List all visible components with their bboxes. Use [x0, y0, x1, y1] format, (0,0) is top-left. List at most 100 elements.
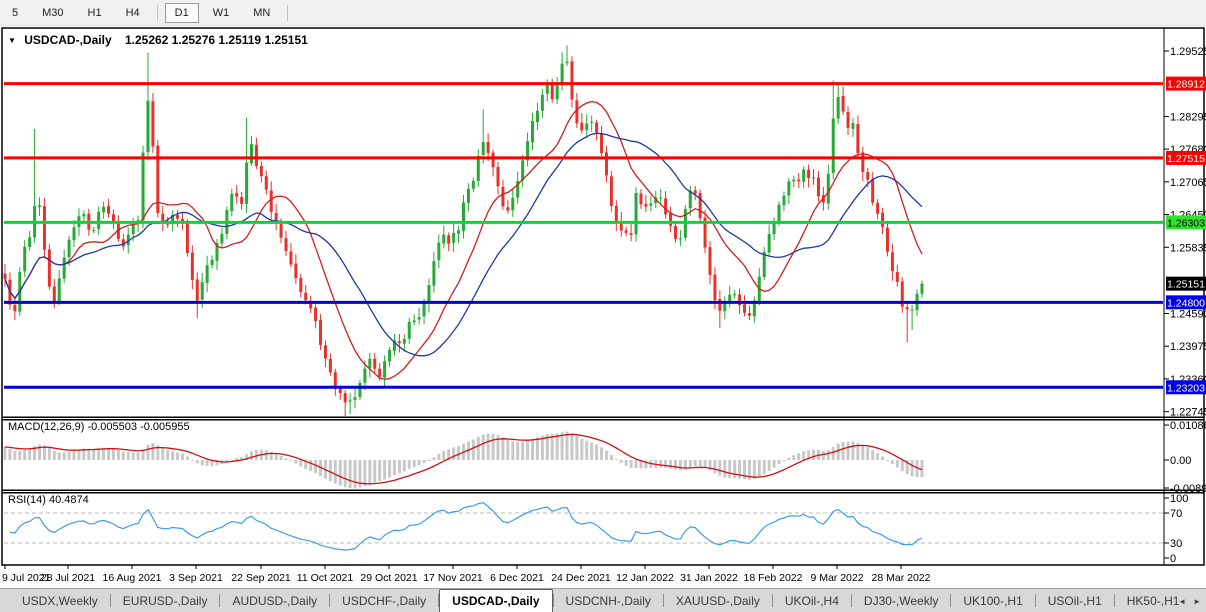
macd-histogram-bar	[28, 448, 32, 460]
macd-histogram-bar	[412, 460, 416, 468]
candle-down	[619, 221, 623, 231]
candle-up	[437, 242, 441, 261]
macd-histogram-bar	[151, 442, 155, 460]
tab-eurusd-daily[interactable]: EURUSD-,Daily	[122, 594, 208, 608]
candle-down	[274, 213, 278, 224]
macd-histogram-bar	[284, 458, 288, 460]
candle-down	[900, 281, 904, 307]
candle-up	[777, 204, 781, 222]
price-flag-label: 1.23203	[1167, 382, 1205, 394]
candle-down	[240, 197, 244, 204]
rsi-indicator-label: RSI(14) 40.4874	[8, 494, 89, 506]
candle-down	[304, 292, 308, 301]
macd-histogram-bar	[171, 451, 175, 460]
candle-down	[609, 176, 613, 206]
tab-dj30-weekly[interactable]: DJ30-,Weekly	[863, 594, 939, 608]
tab-audusd-daily[interactable]: AUDUSD-,Daily	[232, 594, 318, 608]
macd-histogram-bar	[565, 431, 569, 460]
macd-axis-label: 0.010869	[1170, 420, 1206, 432]
candle-down	[190, 252, 194, 280]
timeframe-button-h4[interactable]: H4	[125, 6, 140, 19]
macd-histogram-bar	[417, 460, 421, 466]
macd-histogram-bar	[358, 460, 362, 488]
macd-histogram-bar	[856, 442, 860, 460]
candle-down	[871, 178, 875, 203]
candle-down	[698, 193, 702, 219]
macd-histogram-bar	[471, 439, 475, 460]
macd-histogram-bar	[688, 460, 692, 468]
tab-separator	[219, 594, 221, 607]
candle-up	[220, 233, 224, 244]
macd-histogram-bar	[491, 433, 495, 460]
tabs-scroll-right-icon[interactable]: ►	[1193, 597, 1201, 606]
price-flag-1.23203	[1166, 380, 1206, 395]
timeframe-button-h1[interactable]: H1	[87, 6, 102, 19]
tab-usdcnh-daily[interactable]: USDCNH-,Daily	[565, 594, 651, 608]
candle-up	[457, 230, 461, 234]
macd-histogram-bar	[432, 457, 436, 460]
candle-down	[506, 207, 510, 211]
price-flag-1.26303	[1166, 215, 1206, 230]
moving-averages-layer	[4, 100, 923, 380]
candle-up	[392, 340, 396, 351]
timeframe-button-d1[interactable]: D1	[164, 2, 199, 23]
candle-down	[107, 206, 111, 214]
tab-usdcad-daily[interactable]: USDCAD-,Daily	[439, 589, 553, 612]
macd-histogram-bar	[531, 438, 535, 460]
macd-histogram-bar	[693, 460, 697, 467]
candle-down	[161, 213, 165, 224]
macd-histogram-bar	[225, 460, 229, 463]
macd-histogram-bar	[521, 441, 525, 460]
tab-hk50-h1[interactable]: HK50-,H1	[1126, 594, 1180, 608]
tabs-scroll-left-icon[interactable]: ◄	[1178, 597, 1187, 606]
candle-down	[343, 393, 347, 403]
timeframe-button-mn[interactable]: MN	[253, 6, 271, 19]
toolbar-separator	[156, 4, 158, 21]
timeframe-button-w1[interactable]: W1	[212, 6, 230, 19]
macd-histogram-bar	[580, 438, 584, 460]
candle-up	[471, 180, 475, 189]
macd-histogram-bar	[8, 448, 12, 460]
macd-histogram-bar	[846, 441, 850, 460]
date-tick-label: 18 Feb 2022	[744, 572, 803, 584]
macd-histogram-bar	[905, 460, 909, 475]
macd-histogram-bar	[402, 460, 406, 472]
macd-histogram-bar	[299, 460, 303, 467]
candle-down	[338, 388, 342, 394]
candle-up	[348, 400, 352, 402]
candle-down	[491, 152, 495, 168]
candle-down	[713, 274, 717, 301]
macd-histogram-bar	[121, 451, 125, 460]
macd-histogram-bar	[624, 460, 628, 466]
macd-histogram-bar	[831, 447, 835, 460]
candle-down	[738, 294, 742, 305]
date-tick-label: 28 Jul 2021	[41, 572, 95, 584]
candle-up	[649, 203, 653, 206]
macd-histogram-bar	[388, 460, 392, 478]
price-flag-label: 1.26303	[1167, 217, 1205, 229]
tab-usdx-weekly[interactable]: USDX,Weekly	[22, 594, 98, 608]
macd-histogram-bar	[639, 460, 643, 469]
tab-xauusd-daily[interactable]: XAUUSD-,Daily	[675, 594, 760, 608]
macd-histogram-bar	[215, 460, 219, 466]
chart-title: ▼ USDCAD-,Daily 1.25262 1.25276 1.25119 …	[8, 33, 308, 47]
timeframe-button-5[interactable]: 5	[12, 6, 19, 19]
macd-histogram-bar	[304, 460, 308, 469]
candle-down	[501, 186, 505, 207]
macd-histogram-bar	[77, 449, 81, 460]
tab-uk100-h1[interactable]: UK100-,H1	[963, 594, 1023, 608]
timeframe-button-m30[interactable]: M30	[42, 6, 64, 19]
candle-up	[540, 94, 544, 111]
macd-indicator-label: MACD(12,26,9) -0.005503 -0.005955	[8, 421, 190, 433]
macd-histogram-bar	[747, 460, 751, 480]
macd-histogram-bar	[314, 460, 318, 474]
tab-separator	[1113, 594, 1115, 607]
tab-usoil-h1[interactable]: USOil-,H1	[1047, 594, 1102, 608]
tab-usdchf-daily[interactable]: USDCHF-,Daily	[342, 594, 427, 608]
candle-down	[816, 177, 820, 197]
candle-up	[792, 179, 796, 182]
candle-up	[402, 339, 406, 344]
candle-down	[111, 214, 115, 223]
tab-ukoil-h4[interactable]: UKOil-,H4	[784, 594, 839, 608]
